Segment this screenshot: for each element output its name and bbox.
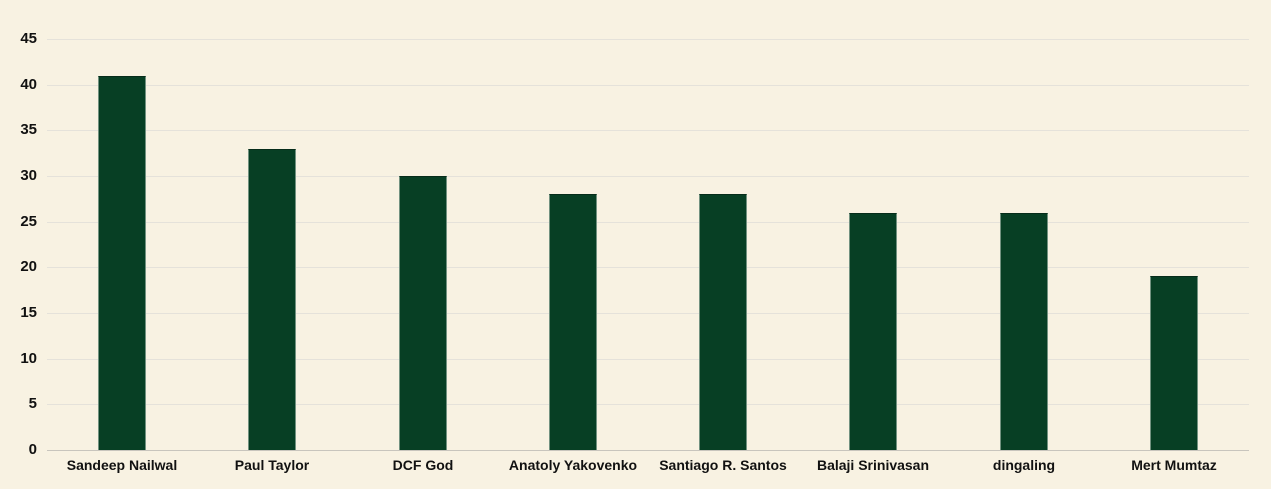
x-axis-category-label: dingaling (992, 457, 1056, 473)
bar (549, 194, 597, 450)
y-axis-tick-label: 35 (20, 121, 37, 138)
x-axis-category-label: Balaji Srinivasan (816, 457, 930, 473)
bar (1150, 276, 1198, 450)
y-axis-tick-label: 5 (28, 395, 37, 412)
x-axis-category-label: Sandeep Nailwal (66, 457, 178, 473)
bar (98, 76, 146, 450)
bar (248, 149, 296, 450)
y-axis-tick-label: 45 (20, 30, 37, 47)
y-axis-tick-label: 20 (20, 258, 37, 275)
gridline (47, 222, 1249, 223)
gridline (47, 176, 1249, 177)
gridline (47, 359, 1249, 360)
x-axis-line (47, 450, 1249, 451)
gridline (47, 313, 1249, 314)
gridline (47, 404, 1249, 405)
gridline (47, 39, 1249, 40)
x-axis-category-label: DCF God (392, 457, 454, 473)
gridline (47, 85, 1249, 86)
y-axis-tick-label: 0 (28, 441, 37, 458)
bar (399, 176, 447, 450)
x-axis-category-label: Paul Taylor (234, 457, 310, 473)
y-axis-tick-label: 25 (20, 213, 37, 230)
x-axis-category-label: Mert Mumtaz (1131, 457, 1217, 473)
bar (1000, 213, 1048, 450)
bar (849, 213, 897, 450)
y-axis-tick-label: 30 (20, 167, 37, 184)
x-axis-category-label: Santiago R. Santos (659, 457, 787, 473)
y-axis-tick-label: 15 (20, 304, 37, 321)
gridline (47, 267, 1249, 268)
y-axis-tick-label: 40 (20, 76, 37, 93)
bar (699, 194, 747, 450)
x-axis-category-label: Anatoly Yakovenko (508, 457, 638, 473)
y-axis-tick-label: 10 (20, 350, 37, 367)
gridline (47, 130, 1249, 131)
